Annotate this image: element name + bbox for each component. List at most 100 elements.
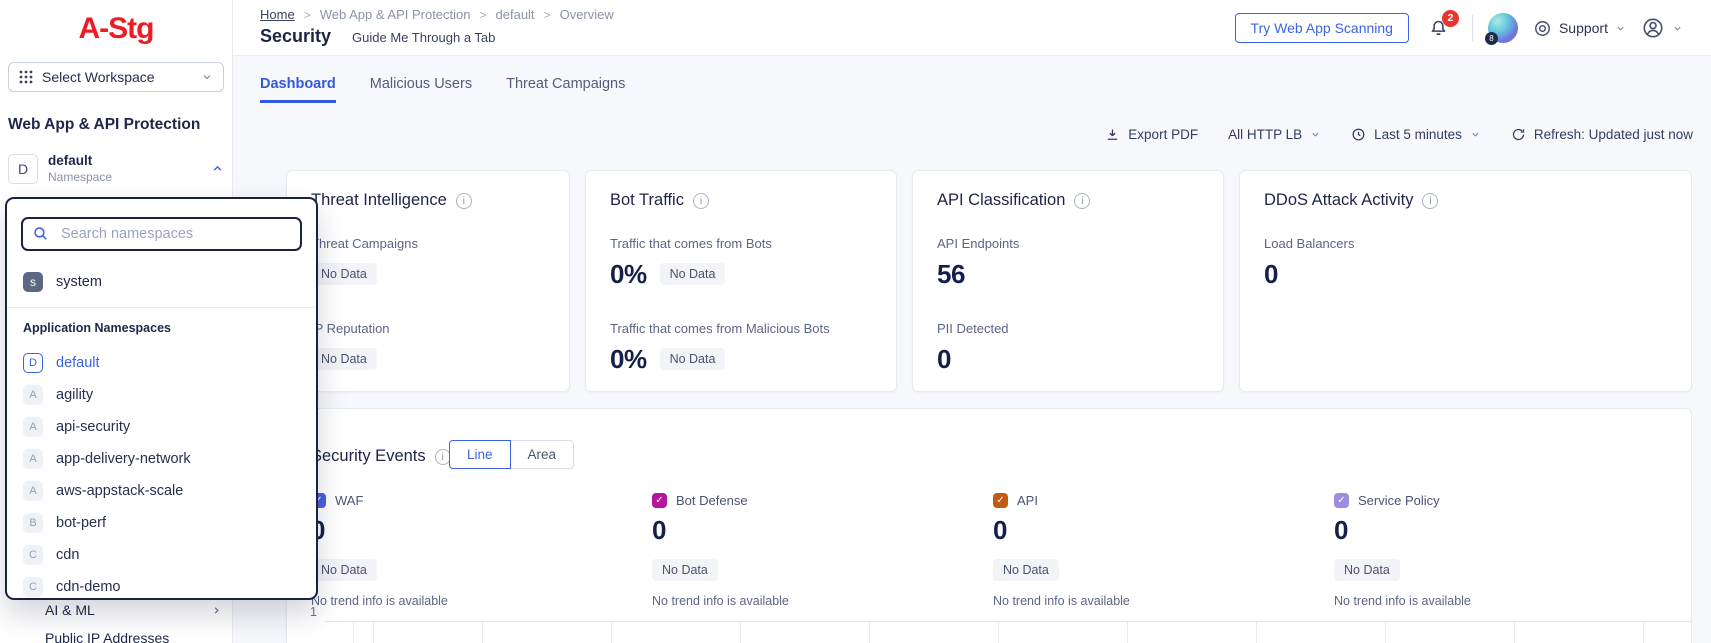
breadcrumb-waap[interactable]: Web App & API Protection: [320, 7, 471, 22]
gridline: [373, 622, 374, 643]
namespace-option-label: cdn: [56, 547, 79, 563]
namespace-option-cdn-demo[interactable]: C cdn-demo: [7, 571, 316, 600]
time-range-selector[interactable]: Last 5 minutes: [1351, 127, 1481, 142]
namespace-option-api-security[interactable]: A api-security: [7, 411, 316, 443]
tab-bar: Dashboard Malicious Users Threat Campaig…: [260, 76, 625, 103]
namespace-initial-badge: A: [23, 449, 43, 469]
refresh-button[interactable]: Refresh: Updated just now: [1511, 127, 1693, 142]
namespace-option-agility[interactable]: A agility: [7, 379, 316, 411]
support-menu[interactable]: Support: [1533, 19, 1626, 38]
grid-icon: [19, 70, 33, 84]
no-data-badge: No Data: [311, 348, 377, 370]
search-icon: [32, 225, 49, 242]
namespace-option-app-delivery-network[interactable]: A app-delivery-network: [7, 443, 316, 475]
notifications-button[interactable]: 2: [1428, 18, 1449, 39]
card-api-classification: API Classification API Endpoints 56 PII …: [912, 170, 1224, 392]
chart-view-toggle: Line Area: [449, 440, 574, 469]
legend-checkbox[interactable]: [1334, 493, 1349, 508]
namespace-option-default[interactable]: D default: [7, 347, 316, 379]
legend-note: No trend info is available: [1334, 594, 1654, 608]
no-data-badge: No Data: [993, 559, 1059, 581]
metric-value: 0: [937, 344, 951, 375]
legend-checkbox[interactable]: [652, 493, 667, 508]
breadcrumb: Home Web App & API Protection default Ov…: [260, 7, 614, 22]
no-data-badge: No Data: [311, 263, 377, 285]
user-icon: [1641, 16, 1665, 40]
breadcrumb-separator: [544, 8, 551, 22]
sidebar-item-public-ip-addresses[interactable]: Public IP Addresses: [45, 630, 222, 643]
notification-count-badge: 2: [1442, 10, 1459, 27]
namespace-initial-badge: s: [23, 272, 43, 292]
legend-label: API: [1017, 493, 1038, 508]
namespace-selector[interactable]: D default Namespace: [8, 153, 224, 184]
no-data-badge: No Data: [652, 559, 718, 581]
namespace-option-bot-perf[interactable]: B bot-perf: [7, 507, 316, 539]
no-data-badge: No Data: [311, 559, 377, 581]
metric-label: Traffic that comes from Bots: [610, 236, 872, 251]
page-title: Security: [260, 26, 331, 47]
area-view-button[interactable]: Area: [510, 440, 575, 469]
workspace-selector-label: Select Workspace: [42, 69, 155, 85]
namespace-initial-badge: A: [23, 417, 43, 437]
breadcrumb-home[interactable]: Home: [260, 7, 295, 22]
user-menu[interactable]: [1641, 16, 1683, 40]
sidebar-item-ai-ml[interactable]: AI & ML: [45, 602, 222, 618]
breadcrumb-separator: [480, 8, 487, 22]
sidebar-section-title: Web App & API Protection: [8, 116, 224, 134]
legend-checkbox[interactable]: [993, 493, 1008, 508]
namespace-option-label: system: [56, 274, 102, 290]
dashboard-toolbar: Export PDF All HTTP LB Last 5 minutes: [1105, 127, 1693, 142]
tab-dashboard[interactable]: Dashboard: [260, 76, 336, 103]
account-avatar[interactable]: 8: [1488, 13, 1518, 43]
clock-icon: [1351, 127, 1366, 142]
namespace-initial-badge: C: [23, 577, 43, 597]
search-namespaces-input[interactable]: [21, 217, 302, 251]
line-view-button[interactable]: Line: [449, 440, 511, 469]
security-events-card: Security Events Line Area WAF 0 No Data …: [286, 408, 1692, 643]
export-pdf-button[interactable]: Export PDF: [1105, 127, 1198, 142]
namespace-option-aws-appstack-scale[interactable]: A aws-appstack-scale: [7, 475, 316, 507]
brand-logo: A-Stg: [0, 0, 232, 46]
chevron-up-icon: [211, 162, 224, 175]
no-data-badge: No Data: [660, 263, 726, 285]
try-web-app-scanning-button[interactable]: Try Web App Scanning: [1235, 13, 1409, 43]
metric-label: Threat Campaigns: [311, 236, 545, 251]
metric-label: Traffic that comes from Malicious Bots: [610, 321, 872, 336]
breadcrumb-overview: Overview: [560, 7, 614, 22]
info-icon[interactable]: [1422, 193, 1438, 209]
legend-value: 0: [652, 515, 972, 546]
namespace-option-cdn[interactable]: C cdn: [7, 539, 316, 571]
namespace-type-label: Namespace: [48, 170, 112, 184]
namespace-option-label: aws-appstack-scale: [56, 483, 183, 499]
load-balancer-filter-label: All HTTP LB: [1228, 127, 1302, 142]
export-pdf-label: Export PDF: [1128, 127, 1198, 142]
namespace-initial-badge: A: [23, 385, 43, 405]
workspace-selector-button[interactable]: Select Workspace: [8, 62, 224, 92]
tab-malicious-users[interactable]: Malicious Users: [370, 76, 472, 103]
header-actions: Try Web App Scanning 2 8: [1235, 0, 1683, 56]
divider: [7, 307, 316, 308]
refresh-status-label: Refresh: Updated just now: [1534, 127, 1693, 142]
chevron-down-icon: [201, 71, 213, 83]
tab-threat-campaigns[interactable]: Threat Campaigns: [506, 76, 625, 103]
time-range-label: Last 5 minutes: [1374, 127, 1462, 142]
namespace-name: default: [48, 153, 112, 168]
info-icon[interactable]: [693, 193, 709, 209]
legend-api: API 0 No Data No trend info is available: [993, 493, 1313, 608]
legend-note: No trend info is available: [993, 594, 1313, 608]
metric-value: 0: [1264, 259, 1278, 290]
support-label: Support: [1559, 20, 1608, 36]
dropdown-group-header: Application Namespaces: [23, 321, 300, 335]
breadcrumb-default[interactable]: default: [496, 7, 535, 22]
namespace-option-system[interactable]: s system: [7, 265, 316, 299]
legend-waf: WAF 0 No Data No trend info is available: [311, 493, 631, 608]
card-title: Bot Traffic: [610, 191, 684, 210]
load-balancer-filter[interactable]: All HTTP LB: [1228, 127, 1321, 142]
namespace-option-label: default: [56, 355, 100, 371]
info-icon[interactable]: [456, 193, 472, 209]
guide-me-link[interactable]: Guide Me Through a Tab: [352, 30, 495, 45]
section-title: Security Events: [311, 447, 426, 466]
breadcrumb-separator: [304, 8, 311, 22]
info-icon[interactable]: [1074, 193, 1090, 209]
main-content: Home Web App & API Protection default Ov…: [233, 0, 1711, 643]
